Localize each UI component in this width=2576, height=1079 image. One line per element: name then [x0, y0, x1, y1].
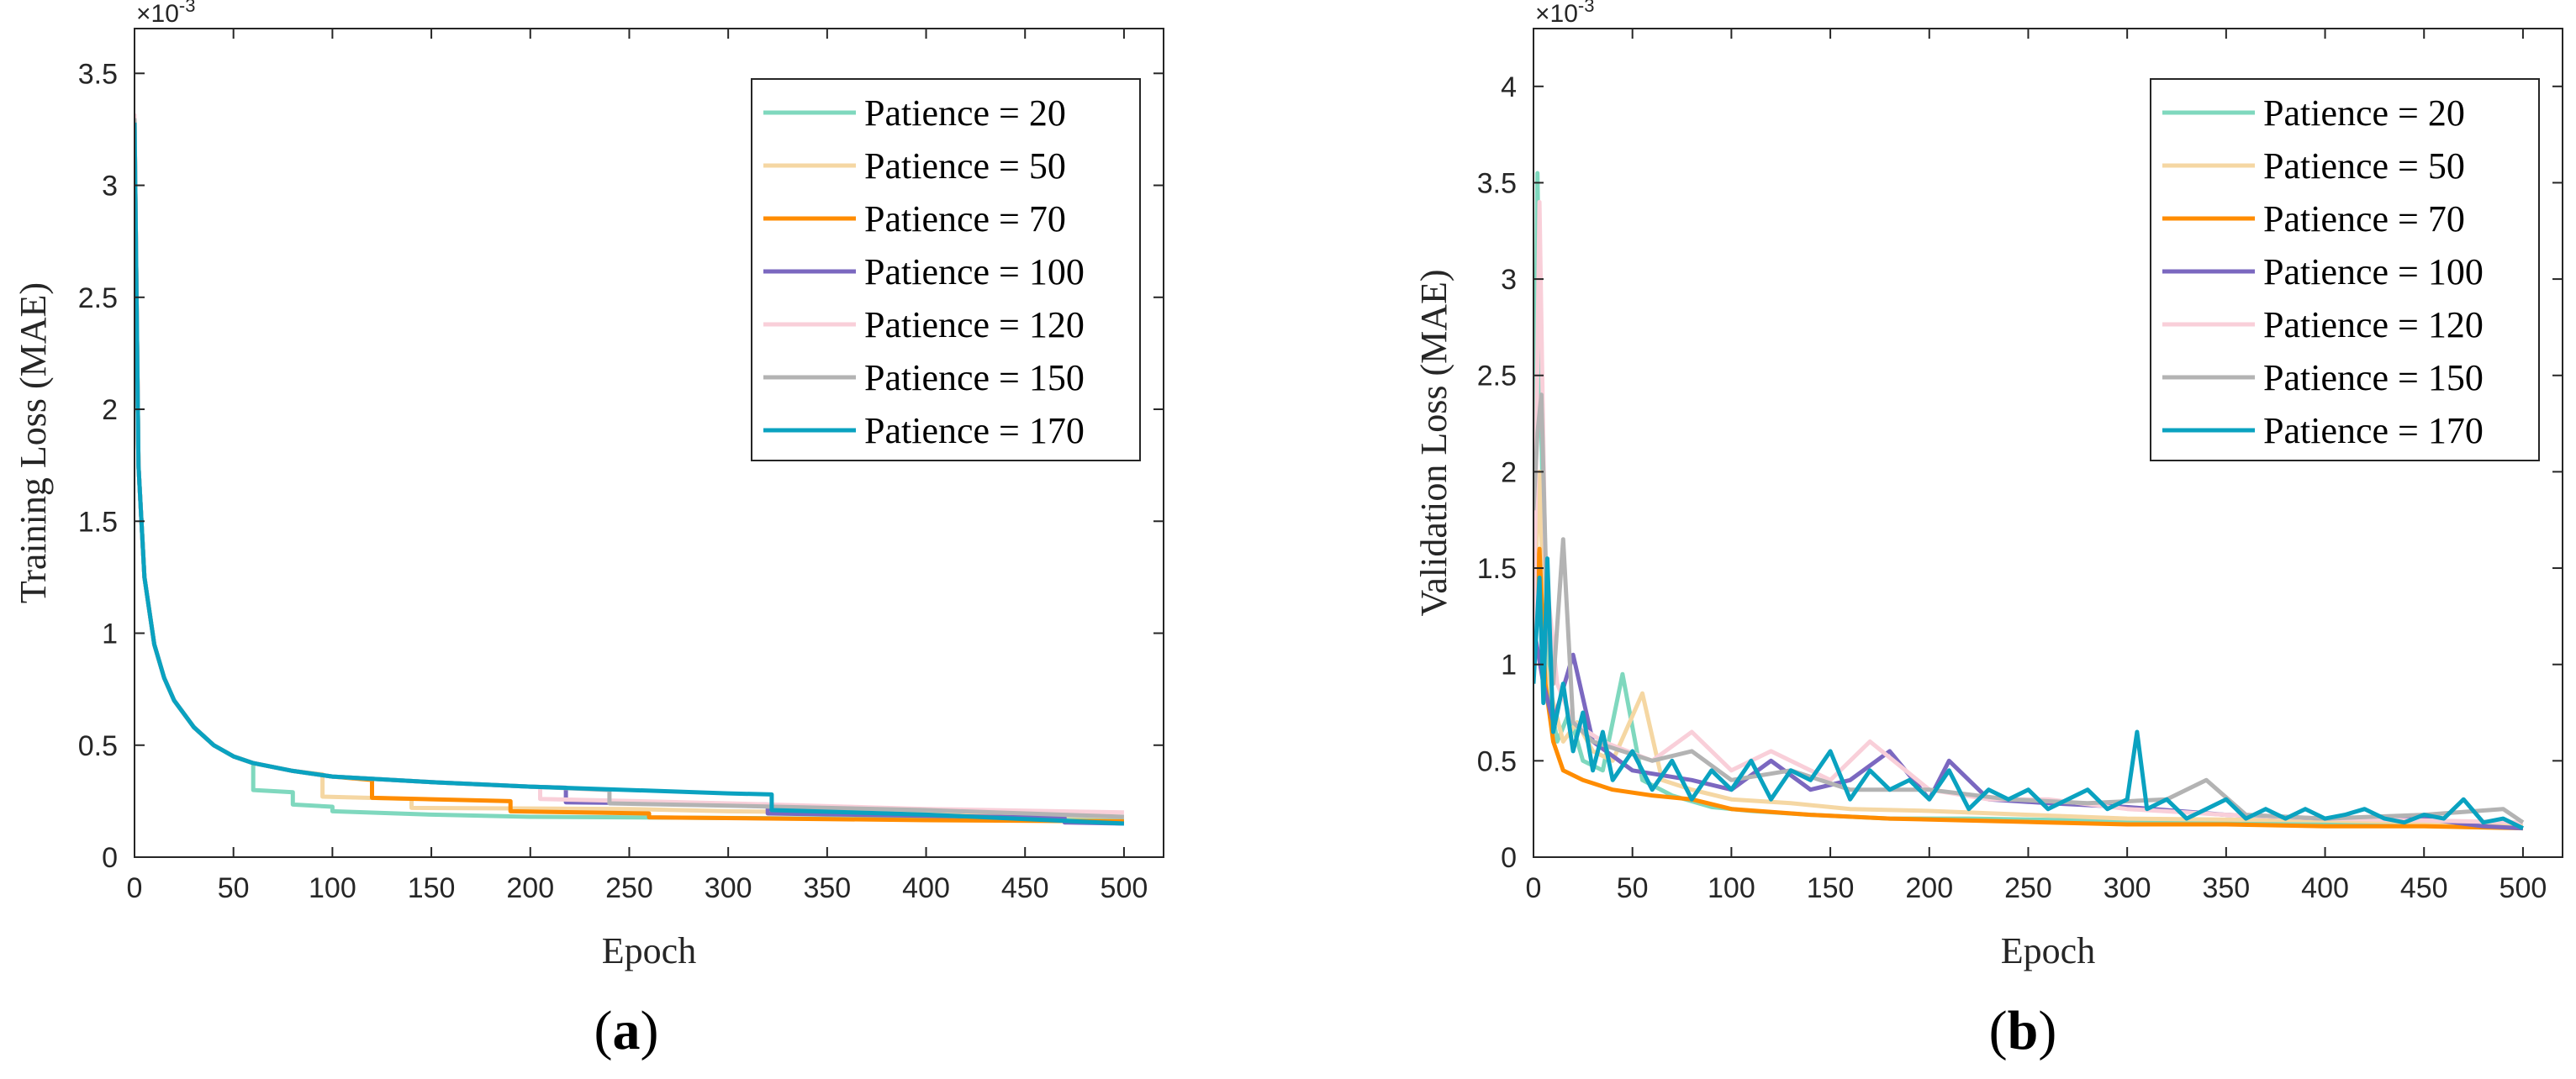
y-exponent-power-b: -3	[1578, 0, 1595, 16]
legend-label-b-6: Patience = 170	[2263, 410, 2484, 451]
y-tick-label-b-5: 2.5	[1477, 361, 1517, 392]
legend-label-a-2: Patience = 70	[864, 198, 1066, 239]
panel-label-b-letter: b	[2008, 1000, 2039, 1061]
series-lines-b	[1533, 171, 2525, 831]
panel-label-a-letter: a	[613, 1000, 641, 1061]
y-tick-label-b-3: 1.5	[1477, 553, 1517, 585]
ticks-b: 0 50 100 150 200 250 300 350 400 450 500 0 0.5 1 1.5 2 2…	[1477, 29, 2563, 904]
y-tick-label-a-4: 2	[102, 394, 118, 426]
panel-label-a-close: )	[641, 1000, 659, 1061]
panel-label-a-open: (	[594, 1000, 613, 1061]
panel-label-b-close: )	[2038, 1000, 2056, 1061]
x-tick-label-a-7: 350	[803, 872, 851, 904]
x-tick-label-b-7: 350	[2202, 872, 2250, 904]
x-tick-label-a-10: 500	[1101, 872, 1148, 904]
y-exponent-base-b: ×10	[1535, 0, 1578, 28]
y-tick-label-b-2: 1	[1501, 650, 1517, 682]
x-tick-label-a-4: 200	[506, 872, 554, 904]
axes-box-a	[134, 28, 1164, 858]
y-tick-label-b-4: 2	[1501, 456, 1517, 488]
series-lines-a	[135, 113, 1125, 826]
x-tick-label-b-6: 300	[2104, 872, 2151, 904]
x-tick-label-a-3: 150	[408, 872, 456, 904]
legend-b: Patience = 20 Patience = 50 Patience = 70 P…	[2150, 78, 2540, 461]
y-axis-title-b: Validation Loss (MAE)	[1413, 269, 1454, 616]
x-tick-label-a-1: 50	[218, 872, 250, 904]
x-tick-label-b-4: 200	[1905, 872, 1953, 904]
legend-label-a-6: Patience = 170	[864, 410, 1085, 451]
x-tick-label-b-10: 500	[2499, 872, 2547, 904]
x-tick-label-b-8: 400	[2301, 872, 2349, 904]
x-tick-label-b-9: 450	[2400, 872, 2448, 904]
x-tick-label-b-1: 50	[1617, 872, 1649, 904]
x-tick-label-b-5: 250	[2004, 872, 2052, 904]
y-exponent-base-a: ×10	[136, 0, 179, 28]
panel-label-a: (a)	[594, 1000, 659, 1061]
series-line-b-2	[1533, 546, 2523, 831]
series-line-a-6	[135, 122, 1125, 826]
x-tick-label-a-0: 0	[127, 872, 143, 904]
y-tick-label-b-1: 0.5	[1477, 745, 1517, 777]
y-tick-label-a-2: 1	[102, 618, 118, 650]
legend-label-a-1: Patience = 50	[864, 145, 1066, 187]
series-line-b-6	[1533, 556, 2524, 830]
x-tick-label-a-6: 300	[705, 872, 752, 904]
panel-a-training-loss: 0 50 100 150 200 250 300 350 400 450 500 0 0.5 1 1.5 2 2…	[13, 0, 1164, 1061]
x-tick-label-a-2: 100	[309, 872, 356, 904]
legend-label-a-4: Patience = 120	[864, 304, 1085, 345]
panel-label-b-open: (	[1989, 1000, 2008, 1061]
legend-label-b-2: Patience = 70	[2263, 198, 2465, 239]
legend-label-b-5: Patience = 150	[2263, 357, 2484, 398]
x-axis-title-a: Epoch	[602, 930, 696, 971]
x-tick-label-a-8: 400	[902, 872, 950, 904]
y-axis-title-a: Training Loss (MAE)	[13, 282, 54, 603]
legend-label-a-5: Patience = 150	[864, 357, 1085, 398]
y-tick-label-b-6: 3	[1501, 264, 1517, 296]
legend-label-a-3: Patience = 100	[864, 251, 1085, 292]
legend-label-b-3: Patience = 100	[2263, 251, 2484, 292]
y-exponent-power-a: -3	[179, 0, 196, 16]
x-tick-label-a-5: 250	[605, 872, 653, 904]
legend-label-a-0: Patience = 20	[864, 92, 1066, 134]
y-tick-label-a-5: 2.5	[78, 282, 118, 314]
y-exponent-b: ×10-3	[1535, 0, 1594, 28]
y-tick-label-a-7: 3.5	[78, 58, 118, 90]
x-tick-label-b-0: 0	[1526, 872, 1542, 904]
y-tick-label-b-0: 0	[1501, 842, 1517, 874]
ticks-a: 0 50 100 150 200 250 300 350 400 450 500 0 0.5 1 1.5 2 2…	[78, 29, 1164, 904]
legend-label-b-0: Patience = 20	[2263, 92, 2465, 134]
x-axis-title-b: Epoch	[2001, 930, 2095, 971]
y-exponent-a: ×10-3	[136, 0, 195, 28]
y-tick-label-a-3: 1.5	[78, 506, 118, 538]
x-tick-label-b-2: 100	[1708, 872, 1755, 904]
y-tick-label-b-8: 4	[1501, 71, 1517, 103]
x-tick-label-b-3: 150	[1807, 872, 1855, 904]
y-tick-label-a-6: 3	[102, 171, 118, 203]
y-tick-label-b-7: 3.5	[1477, 167, 1517, 199]
legend-label-b-1: Patience = 50	[2263, 145, 2465, 187]
legend-a: Patience = 20 Patience = 50 Patience = 70 P…	[751, 78, 1141, 461]
panel-label-b: (b)	[1989, 1000, 2057, 1061]
axes-box-b	[1533, 28, 2563, 858]
legend-label-b-4: Patience = 120	[2263, 304, 2484, 345]
panel-b-validation-loss: 0 50 100 150 200 250 300 350 400 450 500 0 0.5 1 1.5 2 2…	[1413, 0, 2563, 1061]
y-tick-label-a-1: 0.5	[78, 730, 118, 762]
x-tick-label-a-9: 450	[1001, 872, 1049, 904]
y-tick-label-a-0: 0	[102, 842, 118, 874]
